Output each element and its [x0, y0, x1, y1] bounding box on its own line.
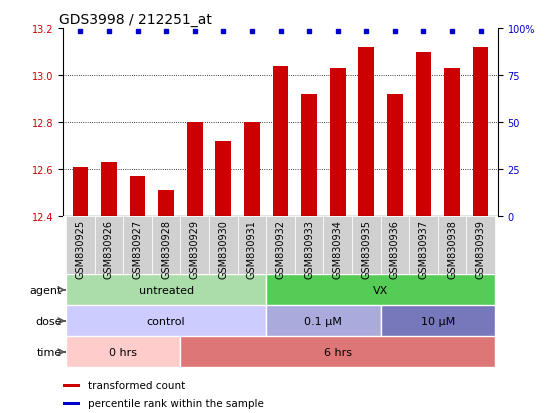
Bar	[216, 142, 231, 217]
Text: transformed count: transformed count	[88, 380, 185, 390]
Bar	[387, 95, 403, 217]
Bar	[238, 217, 266, 275]
Text: GSM830932: GSM830932	[276, 220, 285, 279]
Text: GSM830935: GSM830935	[361, 220, 371, 279]
Bar	[416, 52, 431, 217]
Text: 0 hrs: 0 hrs	[109, 347, 138, 357]
Text: GSM830930: GSM830930	[218, 220, 228, 278]
Text: 6 hrs: 6 hrs	[323, 347, 351, 357]
Bar	[180, 217, 209, 275]
Bar	[438, 217, 466, 275]
Bar	[123, 217, 152, 275]
Text: GSM830933: GSM830933	[304, 220, 314, 278]
Text: GSM830929: GSM830929	[190, 220, 200, 279]
Text: GSM830927: GSM830927	[133, 220, 142, 279]
Bar	[466, 217, 495, 275]
Text: GDS3998 / 212251_at: GDS3998 / 212251_at	[59, 12, 212, 26]
Bar	[180, 337, 495, 368]
Text: GSM830937: GSM830937	[419, 220, 428, 279]
Text: untreated: untreated	[139, 285, 194, 295]
Bar	[266, 275, 495, 306]
Bar	[273, 66, 288, 217]
Bar	[444, 69, 460, 217]
Bar	[73, 168, 88, 217]
Bar	[66, 306, 266, 337]
Text: GSM830926: GSM830926	[104, 220, 114, 279]
Bar	[330, 69, 345, 217]
Text: GSM830925: GSM830925	[75, 220, 85, 279]
Bar	[409, 217, 438, 275]
Text: 0.1 μM: 0.1 μM	[305, 316, 342, 326]
Text: 10 μM: 10 μM	[421, 316, 455, 326]
Bar	[101, 163, 117, 217]
Bar	[473, 47, 488, 217]
Text: agent: agent	[30, 285, 62, 295]
Bar	[187, 123, 202, 217]
Bar	[381, 217, 409, 275]
Text: GSM830928: GSM830928	[161, 220, 171, 279]
Text: VX: VX	[373, 285, 388, 295]
Bar	[266, 306, 381, 337]
Bar	[209, 217, 238, 275]
Text: dose: dose	[35, 316, 62, 326]
Bar	[301, 95, 317, 217]
Bar	[66, 217, 95, 275]
Bar	[95, 217, 123, 275]
Text: GSM830938: GSM830938	[447, 220, 457, 278]
Bar	[63, 384, 80, 387]
Bar	[323, 217, 352, 275]
Text: GSM830931: GSM830931	[247, 220, 257, 278]
Text: time: time	[36, 347, 62, 357]
Bar	[158, 191, 174, 217]
Text: control: control	[147, 316, 185, 326]
Bar	[66, 275, 266, 306]
Bar	[295, 217, 323, 275]
Bar	[381, 306, 495, 337]
Text: GSM830939: GSM830939	[476, 220, 486, 278]
Text: GSM830934: GSM830934	[333, 220, 343, 278]
Bar	[63, 402, 80, 405]
Bar	[244, 123, 260, 217]
Bar	[352, 217, 381, 275]
Text: percentile rank within the sample: percentile rank within the sample	[88, 398, 264, 408]
Text: GSM830936: GSM830936	[390, 220, 400, 278]
Bar	[66, 337, 180, 368]
Bar	[130, 177, 145, 217]
Bar	[152, 217, 180, 275]
Bar	[359, 47, 374, 217]
Bar	[266, 217, 295, 275]
